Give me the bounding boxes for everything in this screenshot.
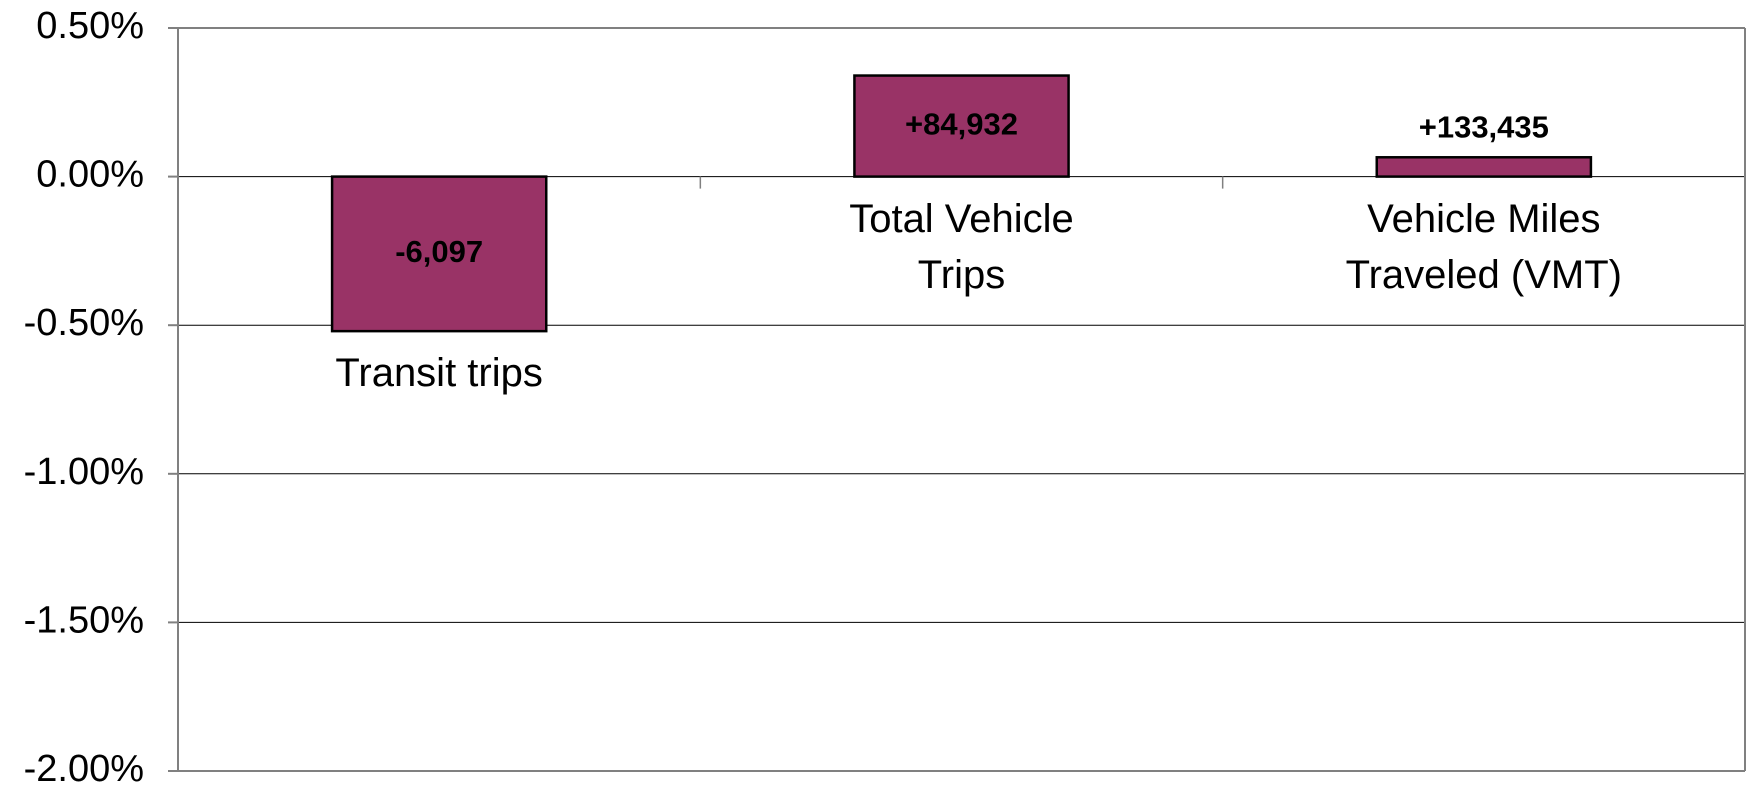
x-tick-label: Vehicle Miles Traveled (VMT) [1345,196,1622,297]
y-tick-label: -1.00% [24,451,144,493]
x-tick-label: Total Vehicle Trips [849,196,1074,297]
y-tick-label: -1.50% [24,599,144,641]
data-label: -6,097 [395,234,483,269]
y-tick-label: 0.00% [36,154,144,196]
x-tick-label: Transit trips [335,351,543,396]
y-tick-label: 0.50% [36,5,144,47]
bar [1375,156,1593,178]
data-label: +84,932 [905,106,1018,141]
y-tick-label: -0.50% [24,302,144,344]
data-label: +133,435 [1419,109,1549,144]
bar [853,74,1070,178]
y-tick-label: -2.00% [24,748,144,789]
bar [330,175,548,333]
